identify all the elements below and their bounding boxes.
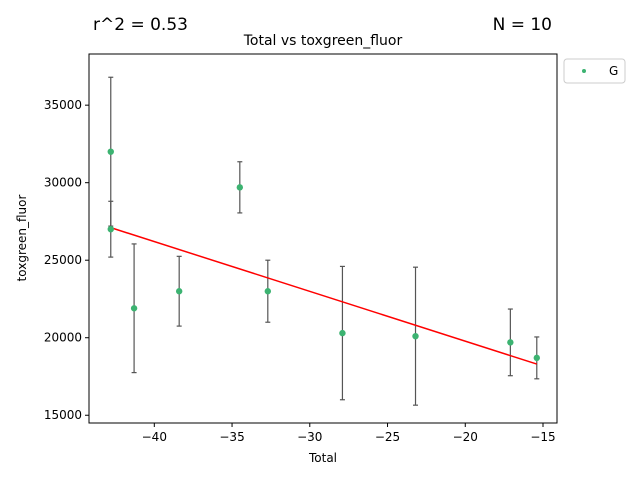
chart-title: Total vs toxgreen_fluor bbox=[243, 33, 403, 49]
x-tick-label: −20 bbox=[453, 430, 478, 444]
legend-frame bbox=[563, 58, 626, 84]
n-annotation: N = 10 bbox=[493, 15, 552, 35]
plot-area: −40 −35 −30 −25 −20 −15 15000 20000 25000 30000 35… bbox=[44, 53, 558, 444]
y-tick-label: 35000 bbox=[44, 98, 82, 112]
y-tick-label: 25000 bbox=[44, 253, 82, 267]
data-point bbox=[107, 225, 114, 233]
x-tick-label: −40 bbox=[142, 430, 167, 444]
r-squared-annotation: r^2 = 0.53 bbox=[93, 15, 188, 35]
data-point bbox=[130, 305, 138, 312]
x-tick-label: −25 bbox=[375, 430, 400, 444]
x-tick-label: −15 bbox=[530, 430, 555, 444]
y-tick-label: 20000 bbox=[44, 331, 82, 345]
data-point bbox=[236, 184, 244, 191]
y-axis-label: toxgreen_fluor bbox=[15, 195, 29, 282]
x-tick-label: −30 bbox=[297, 430, 322, 444]
legend: G bbox=[563, 58, 626, 84]
legend-marker bbox=[582, 69, 586, 73]
data-point bbox=[264, 288, 272, 295]
x-axis-label: Total bbox=[308, 451, 337, 465]
y-tick-label: 30000 bbox=[44, 176, 82, 190]
y-tick-label: 15000 bbox=[44, 408, 82, 422]
fit-line bbox=[110, 226, 538, 365]
data-point bbox=[412, 332, 419, 340]
axes-frame bbox=[88, 53, 558, 424]
data-point bbox=[339, 329, 346, 337]
x-tick-label: −35 bbox=[219, 430, 244, 444]
legend-label: G bbox=[609, 64, 618, 78]
data-point bbox=[507, 339, 514, 346]
data-point bbox=[533, 354, 540, 362]
data-point bbox=[107, 148, 114, 155]
data-point bbox=[175, 288, 183, 295]
